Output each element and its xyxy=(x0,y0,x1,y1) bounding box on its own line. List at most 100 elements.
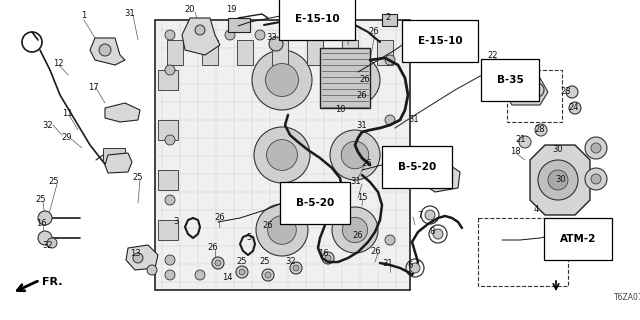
Polygon shape xyxy=(126,245,158,270)
Text: 26: 26 xyxy=(214,213,225,222)
Circle shape xyxy=(330,55,380,105)
Text: 1: 1 xyxy=(81,12,86,20)
Text: 26: 26 xyxy=(353,231,364,241)
Bar xyxy=(478,218,568,286)
Text: ATM-2: ATM-2 xyxy=(560,234,596,244)
Text: 29: 29 xyxy=(61,132,72,141)
Text: 23: 23 xyxy=(561,87,572,97)
Polygon shape xyxy=(155,20,410,290)
Text: 4: 4 xyxy=(533,204,539,213)
Bar xyxy=(307,40,323,65)
Text: 10: 10 xyxy=(335,106,345,115)
Text: 14: 14 xyxy=(221,273,232,282)
Bar xyxy=(272,40,288,65)
Circle shape xyxy=(255,30,265,40)
Text: B-5-20: B-5-20 xyxy=(296,198,334,208)
Circle shape xyxy=(195,270,205,280)
Circle shape xyxy=(165,270,175,280)
Circle shape xyxy=(165,255,175,265)
Text: 26: 26 xyxy=(356,92,367,100)
Bar xyxy=(320,48,370,108)
Circle shape xyxy=(236,266,248,278)
Bar xyxy=(158,120,178,140)
Bar xyxy=(158,220,178,240)
Text: 25: 25 xyxy=(132,173,143,182)
Text: 16: 16 xyxy=(36,220,46,228)
Text: 6: 6 xyxy=(407,260,413,269)
Text: 12: 12 xyxy=(52,60,63,68)
Circle shape xyxy=(341,66,369,94)
Circle shape xyxy=(332,207,378,253)
Bar xyxy=(382,14,397,26)
Circle shape xyxy=(433,229,443,239)
Text: 13: 13 xyxy=(130,250,140,259)
Circle shape xyxy=(133,253,143,263)
Text: 18: 18 xyxy=(509,148,520,156)
Text: 3: 3 xyxy=(173,217,179,226)
Text: 20: 20 xyxy=(185,5,195,14)
Text: T6ZA0700: T6ZA0700 xyxy=(614,293,640,302)
Text: 30: 30 xyxy=(556,174,566,183)
Circle shape xyxy=(195,30,205,40)
Circle shape xyxy=(538,160,578,200)
Bar xyxy=(103,148,125,162)
Circle shape xyxy=(385,235,395,245)
Circle shape xyxy=(195,25,205,35)
Circle shape xyxy=(266,63,298,97)
Circle shape xyxy=(410,263,420,273)
Circle shape xyxy=(38,231,52,245)
Text: 25: 25 xyxy=(36,196,46,204)
Text: 25: 25 xyxy=(237,258,247,267)
Text: E-15-10: E-15-10 xyxy=(295,14,340,24)
Text: 26: 26 xyxy=(262,220,273,229)
Text: 26: 26 xyxy=(208,244,218,252)
Circle shape xyxy=(385,55,395,65)
Circle shape xyxy=(519,136,531,148)
Circle shape xyxy=(330,130,380,180)
Circle shape xyxy=(585,168,607,190)
Text: B-35: B-35 xyxy=(497,75,524,85)
Circle shape xyxy=(548,170,568,190)
Text: 9: 9 xyxy=(410,163,415,172)
Text: 32: 32 xyxy=(43,241,53,250)
Circle shape xyxy=(147,265,157,275)
Text: 7: 7 xyxy=(417,211,422,220)
Circle shape xyxy=(325,255,331,261)
Bar xyxy=(158,170,178,190)
Text: 31: 31 xyxy=(342,5,353,14)
Circle shape xyxy=(566,86,578,98)
Circle shape xyxy=(99,44,111,56)
Text: 22: 22 xyxy=(488,51,499,60)
Circle shape xyxy=(212,257,224,269)
Text: E-15-10: E-15-10 xyxy=(418,36,463,46)
Circle shape xyxy=(290,262,302,274)
Text: 31: 31 xyxy=(383,259,394,268)
Text: 21: 21 xyxy=(516,135,526,145)
Text: 24: 24 xyxy=(569,102,579,111)
Circle shape xyxy=(262,269,274,281)
Text: 25: 25 xyxy=(260,258,270,267)
Bar xyxy=(167,40,183,65)
Text: 2: 2 xyxy=(385,12,390,21)
Circle shape xyxy=(569,102,581,114)
Text: 32: 32 xyxy=(43,121,53,130)
Circle shape xyxy=(585,137,607,159)
Circle shape xyxy=(256,204,308,256)
Text: 4: 4 xyxy=(426,51,431,60)
Text: 31: 31 xyxy=(356,122,367,131)
Text: 25: 25 xyxy=(49,178,60,187)
Polygon shape xyxy=(530,145,590,215)
Polygon shape xyxy=(182,18,220,55)
Bar xyxy=(342,40,358,65)
Circle shape xyxy=(265,272,271,278)
Circle shape xyxy=(341,141,369,169)
Circle shape xyxy=(269,37,283,51)
Bar xyxy=(237,40,253,65)
Text: 26: 26 xyxy=(369,28,380,36)
Circle shape xyxy=(385,115,395,125)
Circle shape xyxy=(268,216,296,244)
Text: 28: 28 xyxy=(534,125,545,134)
Text: 33: 33 xyxy=(267,34,277,43)
Text: 19: 19 xyxy=(226,5,236,14)
Text: 17: 17 xyxy=(88,83,99,92)
